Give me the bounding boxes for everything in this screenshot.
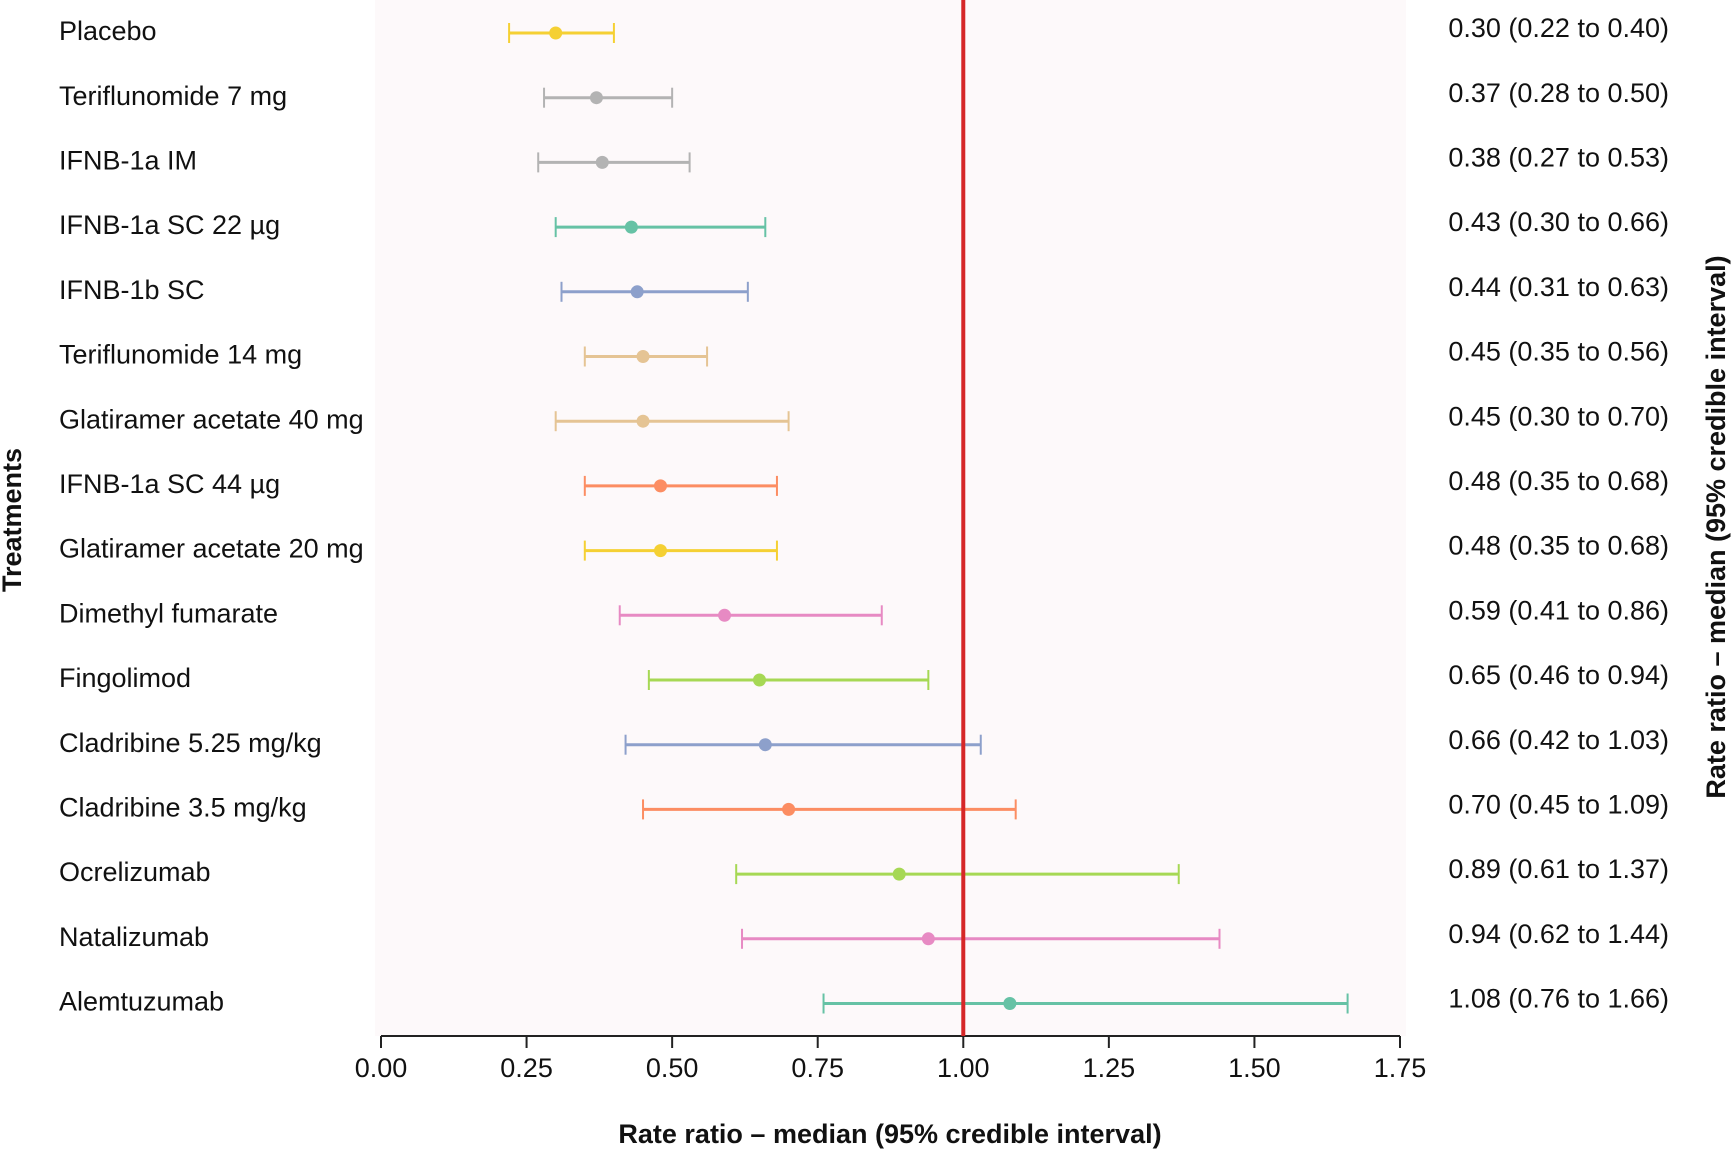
value-label: 0.30 (0.22 to 0.40)	[1448, 13, 1669, 43]
category-label: Cladribine 3.5 mg/kg	[59, 793, 307, 823]
value-label: 0.89 (0.61 to 1.37)	[1448, 854, 1669, 884]
median-point	[636, 350, 650, 363]
value-label: 0.38 (0.27 to 0.53)	[1448, 143, 1669, 173]
x-tick-label: 0.50	[646, 1053, 699, 1083]
value-label: 0.45 (0.35 to 0.56)	[1448, 337, 1669, 367]
value-label: 0.65 (0.46 to 0.94)	[1448, 660, 1669, 690]
category-label: Dimethyl fumarate	[59, 598, 278, 628]
median-point	[653, 479, 667, 493]
category-label: Fingolimod	[59, 663, 191, 693]
value-label: 1.08 (0.76 to 1.66)	[1448, 984, 1669, 1014]
median-point	[624, 220, 638, 234]
category-label: Teriflunomide 14 mg	[59, 340, 302, 370]
value-label: 0.43 (0.30 to 0.66)	[1448, 207, 1669, 237]
median-point	[752, 673, 766, 687]
value-label: 0.66 (0.42 to 1.03)	[1448, 725, 1669, 755]
median-point	[636, 414, 650, 428]
x-tick-label: 1.50	[1228, 1053, 1281, 1083]
value-label: 0.48 (0.35 to 0.68)	[1448, 466, 1669, 496]
median-point	[589, 91, 603, 105]
value-label: 0.37 (0.28 to 0.50)	[1448, 78, 1669, 108]
category-label: IFNB-1a SC 22 µg	[59, 210, 280, 240]
median-point	[653, 544, 667, 558]
category-label: IFNB-1a SC 44 µg	[59, 469, 280, 499]
value-label: 0.44 (0.31 to 0.63)	[1448, 272, 1669, 302]
value-label: 0.70 (0.45 to 1.09)	[1448, 790, 1669, 820]
value-label: 0.59 (0.41 to 0.86)	[1448, 595, 1669, 625]
median-point	[549, 26, 563, 40]
x-tick-label: 0.00	[355, 1053, 408, 1083]
category-label: IFNB-1a IM	[59, 146, 197, 176]
category-label: Glatiramer acetate 20 mg	[59, 534, 364, 564]
category-label: IFNB-1b SC	[59, 275, 205, 305]
category-label: Alemtuzumab	[59, 987, 224, 1017]
x-tick-label: 1.25	[1083, 1053, 1136, 1083]
x-tick-label: 1.75	[1374, 1053, 1427, 1083]
median-point	[782, 802, 796, 816]
right-axis-label: Rate ratio – median (95% credible interv…	[1701, 255, 1731, 798]
median-point	[718, 608, 732, 622]
category-label: Teriflunomide 7 mg	[59, 81, 287, 111]
value-label: 0.94 (0.62 to 1.44)	[1448, 919, 1669, 949]
median-point	[1003, 997, 1017, 1010]
category-label: Placebo	[59, 16, 157, 46]
plot-background	[375, 0, 1406, 1036]
category-label: Ocrelizumab	[59, 857, 211, 887]
x-tick-label: 1.00	[937, 1053, 990, 1083]
y-axis-label: Treatments	[0, 448, 27, 592]
category-label: Glatiramer acetate 40 mg	[59, 404, 364, 434]
value-label: 0.45 (0.30 to 0.70)	[1448, 401, 1669, 431]
median-point	[921, 932, 935, 946]
x-axis-label: Rate ratio – median (95% credible interv…	[618, 1119, 1161, 1149]
x-tick-label: 0.25	[500, 1053, 553, 1083]
x-tick-label: 0.75	[791, 1053, 844, 1083]
category-label: Natalizumab	[59, 922, 209, 952]
median-point	[595, 155, 609, 169]
median-point	[630, 285, 644, 299]
median-point	[892, 867, 906, 881]
value-label: 0.48 (0.35 to 0.68)	[1448, 531, 1669, 561]
category-label: Cladribine 5.25 mg/kg	[59, 728, 322, 758]
median-point	[758, 738, 772, 752]
